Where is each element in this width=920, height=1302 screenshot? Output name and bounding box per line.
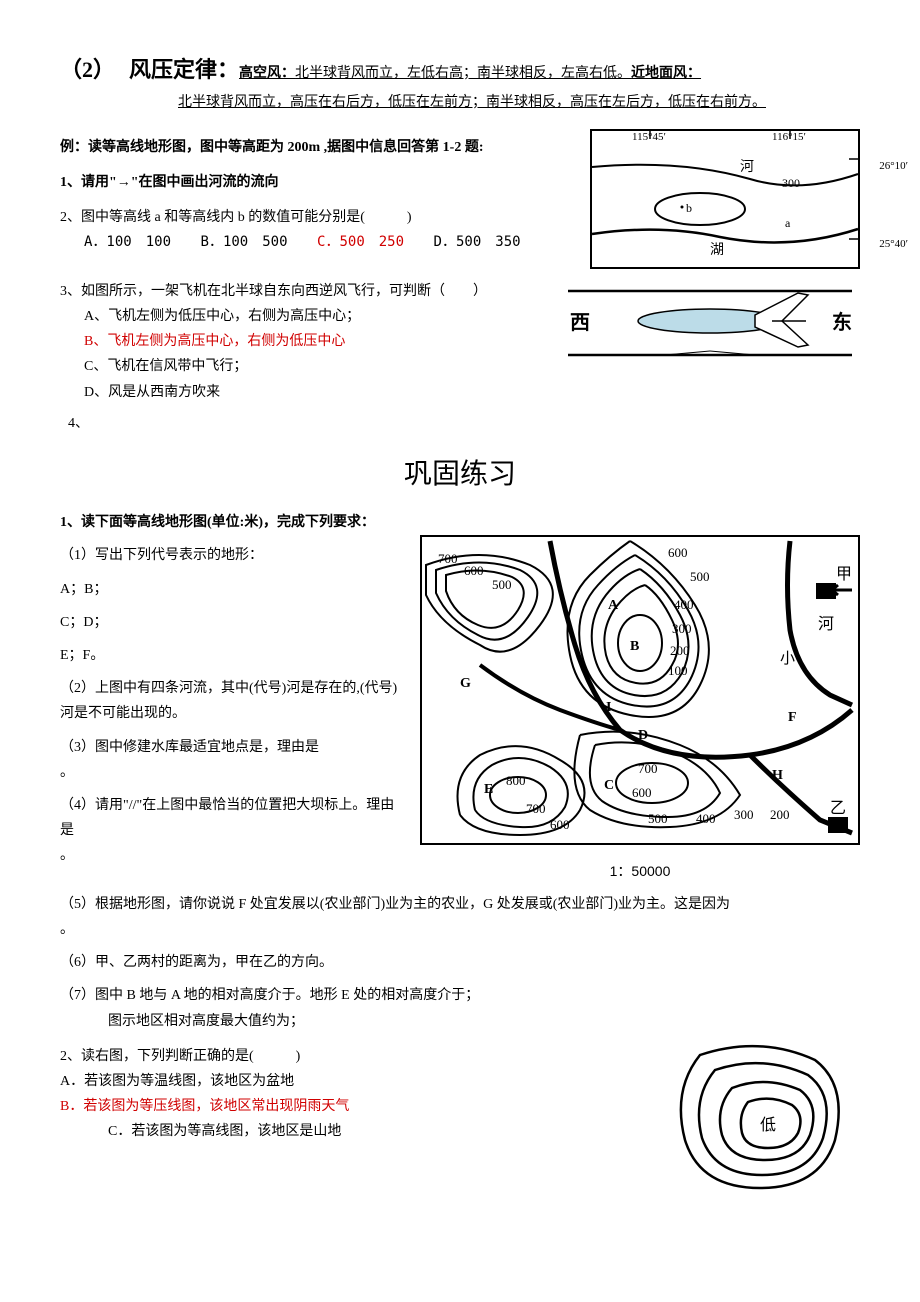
q2-opt-a: A．100 100 [84,234,171,250]
svg-text:河: 河 [818,615,834,633]
ex1-dot3: 。 [60,917,860,942]
svg-text:700: 700 [438,551,458,566]
rule-high-alt-text: 北半球背风而立，左低右高；南半球相反，左高右低。 [295,66,631,81]
q3-num: 3、 [60,284,81,299]
svg-text:500: 500 [690,569,710,584]
ex1-intro: 1、读下面等高线地形图(单位:米)，完成下列要求： [60,510,400,535]
svg-text:600: 600 [464,563,484,578]
q4-num: 4、 [68,411,860,436]
ex1-s3: （3）图中修建水库最适宜地点是，理由是 [60,735,400,760]
svg-text:H: H [772,768,783,783]
svg-text:500: 500 [648,811,668,826]
rule-surface-text: 北半球背风而立，高压在右后方，低压在左前方；南半球相反，高压在左后方，低压在右前… [178,90,860,115]
svg-text:湖: 湖 [710,242,724,258]
svg-text:东: 东 [832,310,852,334]
svg-text:200: 200 [770,807,790,822]
svg-text:a: a [785,216,791,230]
lat-bottom: 25°40′ [879,235,908,255]
section-title: 风压定律： [129,57,239,82]
svg-text:600: 600 [632,785,652,800]
q2-num: 2、 [60,210,81,225]
svg-text:600: 600 [550,817,570,832]
ex1-s6: （6）甲、乙两村的距离为，甲在乙的方向。 [60,950,860,975]
exercise-1: 1、读下面等高线地形图(单位:米)，完成下列要求： [60,510,860,884]
ex1-s4: （4）请用"//"在上图中最恰当的位置把大坝标上。理由是 [60,793,400,843]
practice-title: 巩固练习 [60,450,860,500]
svg-text:C: C [604,778,614,793]
q3-opt-d: D、风是从西南方吹来 [84,380,860,405]
ex1-s2: （2）上图中有四条河流，其中(代号)河是存在的,(代号)河是不可能出现的。 [60,676,400,726]
svg-text:A: A [608,598,619,613]
svg-text:甲: 甲 [836,566,852,583]
lon-left: 115°45′ [632,131,666,143]
svg-text:b: b [686,201,692,215]
contour-map-large: 700 600 500 600 500 400 300 200 100 A B … [420,535,860,883]
q1-num: 1、 [60,175,81,190]
map-scale: 1：50000 [420,859,860,884]
rule-surface-label: 近地面风： [631,66,701,81]
svg-text:300: 300 [672,621,692,636]
q2-opt-d: D．500 350 [434,234,521,250]
q2-text: 图中等高线 a 和等高线内 b 的数值可能分别是( ) [81,210,412,225]
svg-text:D: D [638,728,648,743]
svg-text:200: 200 [670,643,690,658]
svg-text:B: B [630,639,639,654]
svg-text:小: 小 [780,650,795,667]
svg-text:300: 300 [782,176,800,190]
svg-text:乙: 乙 [830,800,846,817]
svg-text:低: 低 [760,1116,776,1134]
svg-text:100: 100 [668,663,688,678]
ex1-s7a: （7）图中 B 地与 A 地的相对高度介于。地形 E 处的相对高度介于； [60,983,860,1008]
q1-text: 请用"→"在图中画出河流的流向 [81,175,279,190]
section-header: （2） 风压定律：高空风：北半球背风而立，左低右高；南半球相反，左高右低。近地面… [60,50,860,90]
svg-text:西: 西 [570,312,590,334]
q2-opt-c: C．500 250 [317,234,404,250]
svg-text:G: G [460,676,471,691]
section-number: （2） [60,50,115,90]
svg-text:800: 800 [506,773,526,788]
svg-text:700: 700 [638,761,658,776]
svg-text:600: 600 [668,545,688,560]
svg-text:700: 700 [526,801,546,816]
svg-text:400: 400 [696,811,716,826]
svg-text:F: F [788,710,797,725]
svg-text:300: 300 [734,807,754,822]
section-wind-pressure-law: （2） 风压定律：高空风：北半球背风而立，左低右高；南半球相反，左高右低。近地面… [60,50,860,115]
ex1-s5: （5）根据地形图，请你说说 F 处宜发展以(农业部门)业为主的农业，G 处发展或… [60,892,860,917]
q2-opt-b: B．100 500 [201,234,288,250]
low-pressure-figure: 低 [660,1030,860,1209]
lon-right: 116°15′ [772,131,806,143]
rule-high-alt-label: 高空风： [239,66,295,81]
svg-text:河: 河 [740,159,754,175]
lat-top: 26°10′ [879,157,908,177]
q3-text: 如图所示，一架飞机在北半球自东向西逆风飞行，可判断（ ） [81,284,487,299]
svg-text:I: I [606,700,611,715]
svg-text:400: 400 [674,597,694,612]
contour-map-small: 115°45′ 116°15′ b 300 河 a 湖 26°10′ 25°40… [590,129,860,269]
section-body: 风压定律：高空风：北半球背风而立，左低右高；南半球相反，左高右低。近地面风： [129,50,701,90]
svg-text:E: E [484,782,493,797]
plane-figure: 西 东 [560,273,860,382]
svg-text:500: 500 [492,577,512,592]
